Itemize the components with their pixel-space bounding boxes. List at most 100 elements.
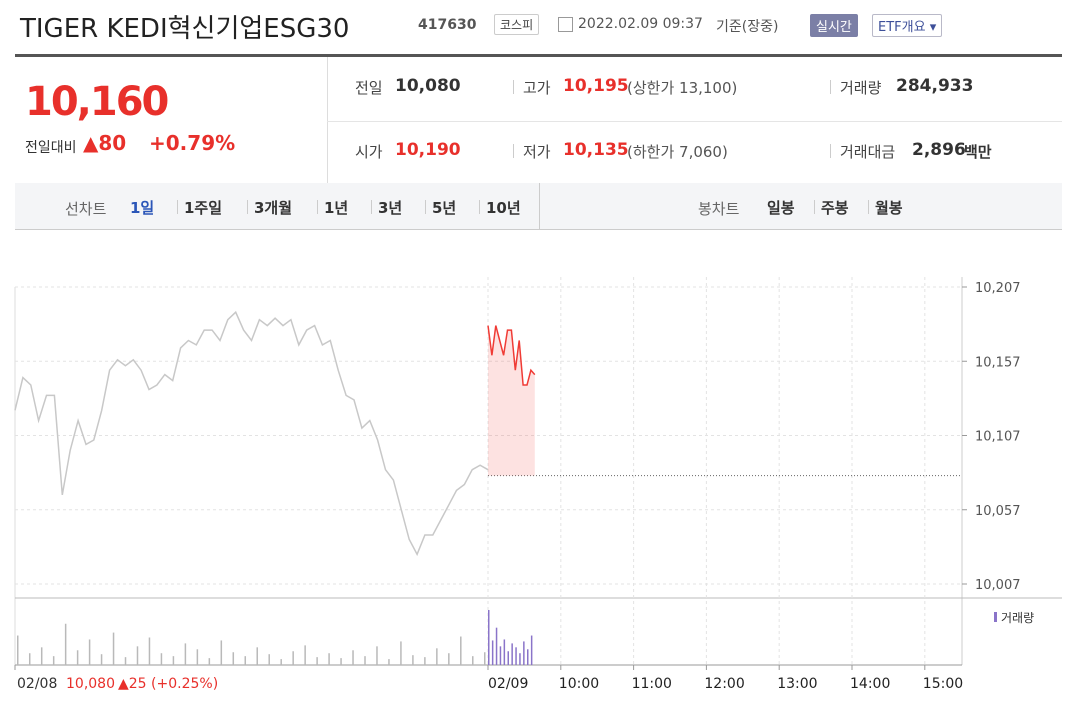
prev-date: 02/08 [17,676,57,692]
stock-code: 417630 [418,17,477,33]
volume-bar [292,651,294,665]
item-label: 시가 [355,143,383,161]
volume-bar [64,623,67,665]
volume-legend-swatch [994,612,997,622]
price-area [488,325,535,476]
volume-bar [519,653,521,665]
prev-close: 10,080 [66,676,115,692]
volume-legend: 거래량 [1001,611,1034,625]
current-price: 10,160 [25,79,169,125]
x-tick-label: 13:00 [777,676,817,692]
volume-bar [448,653,450,665]
tab-divider [177,200,178,214]
volume-bar [523,641,525,665]
change: ▲80 [83,131,127,155]
overview-button[interactable]: ETF개요 ▾ [872,14,943,37]
volume-bar [112,632,115,665]
realtime-button[interactable]: 실시간 [810,14,858,37]
volume-bar [100,654,103,665]
volume-bar [220,640,223,665]
volume-bar [268,654,270,665]
calendar-icon [558,17,573,32]
stock-title: TIGER KEDI혁신기업ESG30 [20,14,350,44]
tab-divider [539,183,540,229]
summary: 10,160 전일대비 ▲80 +0.79% 전일 10,080 고가 10,195(… [15,54,1062,186]
period-tab[interactable]: 주봉 [821,199,849,217]
y-tick-label: 10,207 [975,281,1021,296]
volume-bar [124,657,127,665]
tab-divider [425,200,426,214]
item-label: 고가 [523,79,551,97]
volume-bar [352,650,354,665]
item-value: 10,135 [563,140,629,160]
volume-bar [28,653,31,665]
y-tick-label: 10,157 [975,355,1021,370]
tab-divider [814,200,815,214]
item-value: 10,195 [563,76,629,96]
volume-bar [172,656,175,665]
volume-bar [184,643,187,665]
volume-bar [491,640,494,665]
period-tab[interactable]: 1일 [130,199,155,217]
volume-bar [530,635,533,665]
volume-bar [160,653,163,665]
price-line [14,310,489,557]
volume-bar [507,651,509,665]
item-divider [513,144,514,158]
period-tab[interactable]: 3개월 [254,199,293,217]
y-tick-label: 10,057 [975,504,1021,519]
tab-divider [247,200,248,214]
item-divider [513,80,514,94]
item-unit: 백만 [964,143,992,161]
volume-bar [136,646,139,665]
volume-bar [484,652,486,665]
prev-change: ▲25 (+0.25%) [118,676,218,692]
volume-bar [17,635,19,665]
volume-bar [316,657,318,665]
y-tick-label: 10,007 [975,578,1021,593]
volume-bar [376,646,378,665]
price-line [487,325,536,386]
x-tick-label: 02/09 [488,676,528,692]
volume-bar [527,649,529,665]
period-tab[interactable]: 10년 [486,199,521,217]
period-tab[interactable]: 1주일 [184,199,223,217]
volume-bar [472,656,474,665]
period-tab[interactable]: 일봉 [767,199,795,217]
candle-chart-label: 봉차트 [698,200,740,218]
period-tab[interactable]: 1년 [324,199,349,217]
volume-bar [208,658,211,665]
x-tick-label: 12:00 [704,676,744,692]
volume-bar [52,656,55,665]
item-value: 284,933 [896,76,974,96]
volume-bar [364,656,366,665]
item-value: 10,190 [395,140,461,160]
volume-bar [460,636,462,665]
item-note: (하한가 7,060) [627,143,728,161]
item-label: 거래대금 [840,143,896,161]
line-chart-label: 선차트 [65,200,107,218]
period-tab[interactable]: 월봉 [875,199,903,217]
tab-divider [479,200,480,214]
volume-bar [88,639,91,665]
tab-divider [868,200,869,214]
period-tab[interactable]: 5년 [432,199,457,217]
y-tick-label: 10,107 [975,430,1021,445]
volume-bar [515,647,517,665]
item-value: 10,080 [395,76,461,96]
item-note: (상한가 13,100) [627,79,738,97]
volume-bar [503,639,506,665]
change-rate: +0.79% [149,131,236,155]
volume-bar [148,637,151,665]
item-label: 거래량 [840,79,882,97]
volume-bar [328,653,330,665]
period-tab[interactable]: 3년 [378,199,403,217]
item-divider [830,144,831,158]
price-chart: 10,207 10,157 10,107 10,057 10,007 02/09 10:00… [14,277,1062,692]
market-badge: 코스피 [494,14,540,35]
x-tick-label: 14:00 [850,676,890,692]
item-label: 저가 [523,143,551,161]
item-value: 2,896 [912,140,966,160]
